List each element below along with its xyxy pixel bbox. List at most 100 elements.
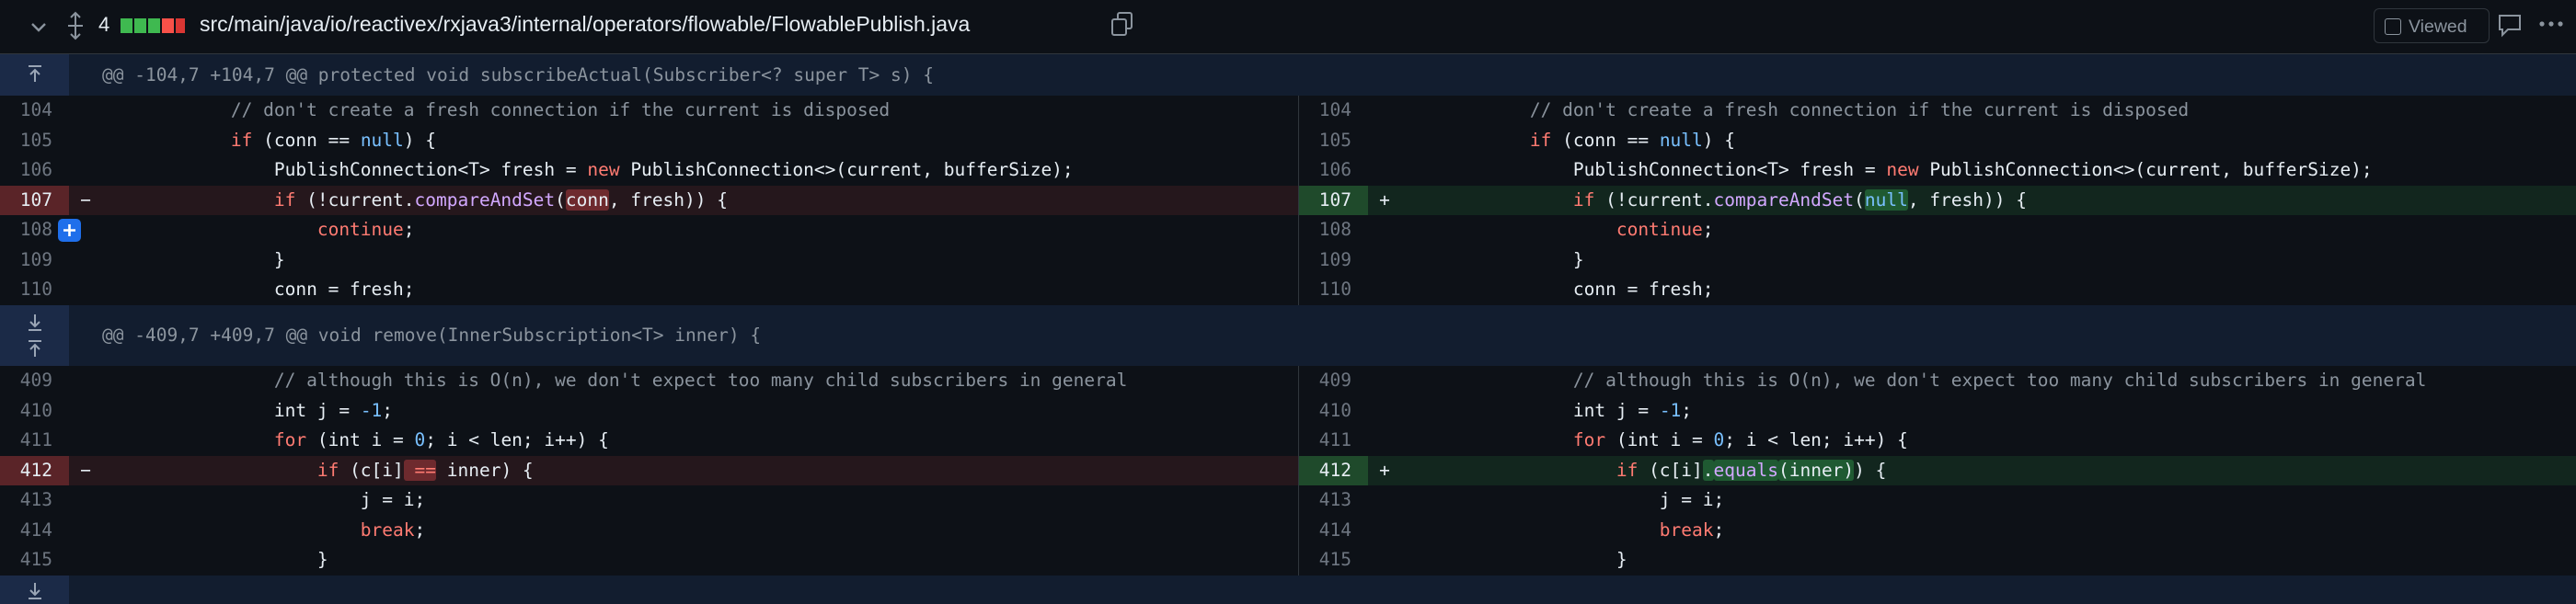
- comment-button[interactable]: [2497, 12, 2523, 38]
- line-number: 105: [19, 129, 52, 151]
- diff-line: 410 int j = -1;: [0, 396, 1298, 427]
- code-token: compareAndSet: [1713, 188, 1855, 211]
- code-token: int j =: [1443, 399, 1660, 421]
- diff-line: 107− if (!current.compareAndSet(conn, fr…: [0, 185, 1298, 215]
- code-token: (inner): [1777, 459, 1855, 481]
- diffstat: [121, 18, 185, 33]
- plus-icon: [63, 224, 75, 236]
- code: if (c[i] == inner) {: [144, 456, 534, 486]
- diff-line: 412 + if (c[i].equals(inner)) {: [1299, 455, 2576, 485]
- diff-line: 110 conn = fresh;: [1299, 275, 2576, 305]
- more-button[interactable]: [2537, 18, 2565, 29]
- diff-sign: −: [80, 188, 91, 211]
- viewed-label: Viewed: [2409, 17, 2467, 37]
- code: }: [1443, 545, 1627, 576]
- line-number: 104: [19, 99, 52, 120]
- expand-arrow[interactable]: [24, 311, 46, 333]
- code: break;: [144, 516, 425, 546]
- hunk-header: @@ -104,7 +104,7 @@ protected void subsc…: [0, 54, 2576, 96]
- code: j = i;: [144, 485, 425, 516]
- code: }: [1443, 245, 1584, 276]
- expand-all-button[interactable]: [64, 11, 86, 40]
- code-token: (c[i]: [339, 459, 404, 481]
- copy-button[interactable]: [1110, 10, 1135, 38]
- code-token: -1: [1659, 399, 1682, 421]
- diff-line: 415 }: [0, 545, 1298, 576]
- code: }: [144, 545, 328, 576]
- code-token: null: [360, 129, 404, 151]
- code: if (conn == null) {: [1443, 126, 1735, 156]
- code-token: ;: [414, 519, 426, 541]
- expand-arrow[interactable]: [24, 338, 46, 360]
- code-token: new: [1886, 159, 1919, 180]
- code-token: if: [1443, 188, 1595, 211]
- line-number: 108: [1318, 219, 1351, 240]
- file-header: 4 src/main/java/io/reactivex/rxjava3/int…: [0, 0, 2576, 54]
- code-token: for: [144, 429, 307, 450]
- line-number: 413: [1318, 489, 1351, 510]
- code-token: // although this is O(n), we don't expec…: [144, 370, 1128, 391]
- collapse-button[interactable]: [28, 16, 50, 38]
- code-token: conn = fresh;: [1443, 279, 1714, 300]
- diff-line: 105 if (conn == null) {: [0, 126, 1298, 156]
- code-token: int j =: [144, 399, 361, 421]
- hunk-footer: [0, 575, 2576, 604]
- code-token: (conn ==: [252, 129, 361, 151]
- code-token: .: [1702, 459, 1714, 481]
- code-token: null: [1864, 188, 1908, 211]
- line-number: 411: [1318, 429, 1351, 450]
- add-comment-button[interactable]: [58, 219, 81, 242]
- code: conn = fresh;: [1443, 275, 1714, 305]
- line-number: 414: [19, 519, 52, 541]
- code: conn = fresh;: [144, 275, 415, 305]
- diff-line: 109 }: [0, 245, 1298, 276]
- diff-line: 410 int j = -1;: [1299, 396, 2576, 427]
- code-token: ) {: [1854, 459, 1887, 481]
- code-token: 0: [1713, 429, 1725, 450]
- line-number: 105: [1318, 129, 1351, 151]
- code-token: (int i =: [1605, 429, 1714, 450]
- code-token: (int i =: [306, 429, 415, 450]
- diff-line: 106 PublishConnection<T> fresh = new Pub…: [0, 155, 1298, 186]
- change-count: 4: [98, 13, 110, 36]
- code: continue;: [1443, 215, 1714, 245]
- diff-line: 108 continue;: [0, 215, 1298, 245]
- diff-line: 108 continue;: [1299, 215, 2576, 245]
- code-token: PublishConnection<>(current, bufferSize)…: [619, 159, 1074, 180]
- line-number: 412: [0, 455, 69, 485]
- diff-line: 413 j = i;: [0, 485, 1298, 516]
- diff-line: 411 for (int i = 0; i < len; i++) {: [1299, 426, 2576, 456]
- code-token: ==: [403, 459, 437, 481]
- code-token: ;: [1713, 519, 1725, 541]
- diff-line: 104 // don't create a fresh connection i…: [1299, 96, 2576, 126]
- code-token: }: [144, 549, 328, 570]
- code-token: PublishConnection<T> fresh =: [144, 159, 588, 180]
- line-number: 411: [19, 429, 52, 450]
- line-number: 106: [19, 159, 52, 180]
- line-number: 409: [19, 370, 52, 391]
- code-token: equals: [1713, 459, 1778, 481]
- viewed-toggle[interactable]: Viewed: [2374, 8, 2490, 43]
- code-token: break: [1443, 519, 1714, 541]
- expand-arrow[interactable]: [24, 63, 46, 85]
- code-token: new: [587, 159, 620, 180]
- expand-gutter: [0, 54, 69, 96]
- code: PublishConnection<T> fresh = new Publish…: [1443, 155, 2373, 186]
- expand-gutter: [0, 305, 69, 366]
- code-token: for: [1443, 429, 1606, 450]
- code-token: ) {: [403, 129, 437, 151]
- code-token: // don't create a fresh connection if th…: [144, 99, 891, 120]
- diff-sign: +: [1379, 459, 1390, 481]
- code-token: , fresh)) {: [1907, 188, 2027, 211]
- code-token: PublishConnection<T> fresh =: [1443, 159, 1887, 180]
- code-token: (conn ==: [1551, 129, 1660, 151]
- line-number: 108: [19, 219, 52, 240]
- code-token: if: [1443, 459, 1639, 481]
- diff-line: 104 // don't create a fresh connection i…: [0, 96, 1298, 126]
- viewed-checkbox[interactable]: [2385, 18, 2401, 35]
- code-token: , fresh)) {: [608, 188, 728, 211]
- expand-arrow[interactable]: [24, 579, 46, 601]
- code-token: }: [1443, 248, 1584, 270]
- diff-line: 413 j = i;: [1299, 485, 2576, 516]
